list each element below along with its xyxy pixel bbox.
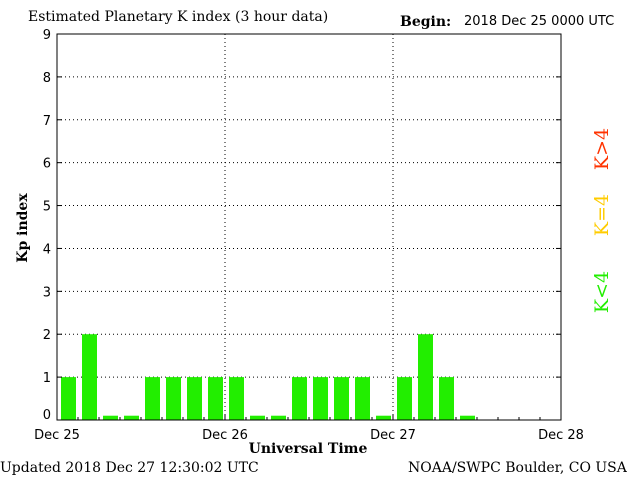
bar bbox=[229, 377, 244, 420]
bar bbox=[271, 415, 286, 420]
y-tick-label: 1 bbox=[43, 371, 51, 386]
bar bbox=[250, 415, 265, 420]
y-tick-label: 0 bbox=[43, 408, 51, 423]
y-tick-label: 7 bbox=[43, 114, 51, 129]
x-tick-label: Dec 25 bbox=[34, 428, 80, 443]
bar bbox=[418, 334, 433, 420]
y-tick-label: 5 bbox=[43, 200, 51, 215]
legend: K>4 K=4 K<4 bbox=[591, 128, 613, 313]
bar bbox=[103, 415, 118, 420]
legend-k-equal-4: K=4 bbox=[591, 194, 613, 236]
bar bbox=[292, 377, 307, 420]
y-tick-label: 6 bbox=[43, 157, 51, 172]
y-axis-ticks: 0 1 2 3 4 5 6 7 8 9 bbox=[43, 28, 561, 423]
bar bbox=[376, 415, 391, 420]
bar bbox=[124, 415, 139, 420]
begin-label: Begin: bbox=[400, 14, 452, 30]
chart-title: Estimated Planetary K index (3 hour data… bbox=[28, 9, 329, 25]
bar bbox=[82, 334, 97, 420]
bar bbox=[187, 377, 202, 420]
bar bbox=[61, 377, 76, 420]
x-axis-ticks: Dec 25 Dec 26 Dec 27 Dec 28 bbox=[34, 414, 584, 443]
credit-text: NOAA/SWPC Boulder, CO USA bbox=[408, 460, 627, 476]
bar bbox=[460, 415, 475, 420]
plot-frame bbox=[56, 33, 562, 421]
x-axis-title: Universal Time bbox=[249, 441, 368, 457]
bar bbox=[439, 377, 454, 420]
bars bbox=[61, 334, 475, 420]
updated-timestamp: Updated 2018 Dec 27 12:30:02 UTC bbox=[0, 460, 259, 476]
y-tick-label: 4 bbox=[43, 242, 51, 257]
bar bbox=[208, 377, 223, 420]
bar bbox=[334, 377, 349, 420]
bar bbox=[166, 377, 181, 420]
legend-k-greater-4: K>4 bbox=[591, 128, 613, 170]
grid-lines bbox=[57, 33, 561, 420]
y-tick-label: 9 bbox=[43, 28, 51, 43]
y-axis-title: Kp index bbox=[15, 193, 31, 263]
x-tick-label: Dec 27 bbox=[370, 428, 416, 443]
x-tick-label: Dec 28 bbox=[538, 428, 584, 443]
begin-value: 2018 Dec 25 0000 UTC bbox=[464, 14, 615, 29]
x-tick-label: Dec 26 bbox=[202, 428, 248, 443]
y-tick-label: 3 bbox=[43, 285, 51, 300]
bar bbox=[355, 377, 370, 420]
legend-k-less-4: K<4 bbox=[591, 271, 613, 313]
y-tick-label: 8 bbox=[43, 71, 51, 86]
bar bbox=[313, 377, 328, 420]
bar bbox=[145, 377, 160, 420]
y-tick-label: 2 bbox=[43, 328, 51, 343]
bar bbox=[397, 377, 412, 420]
